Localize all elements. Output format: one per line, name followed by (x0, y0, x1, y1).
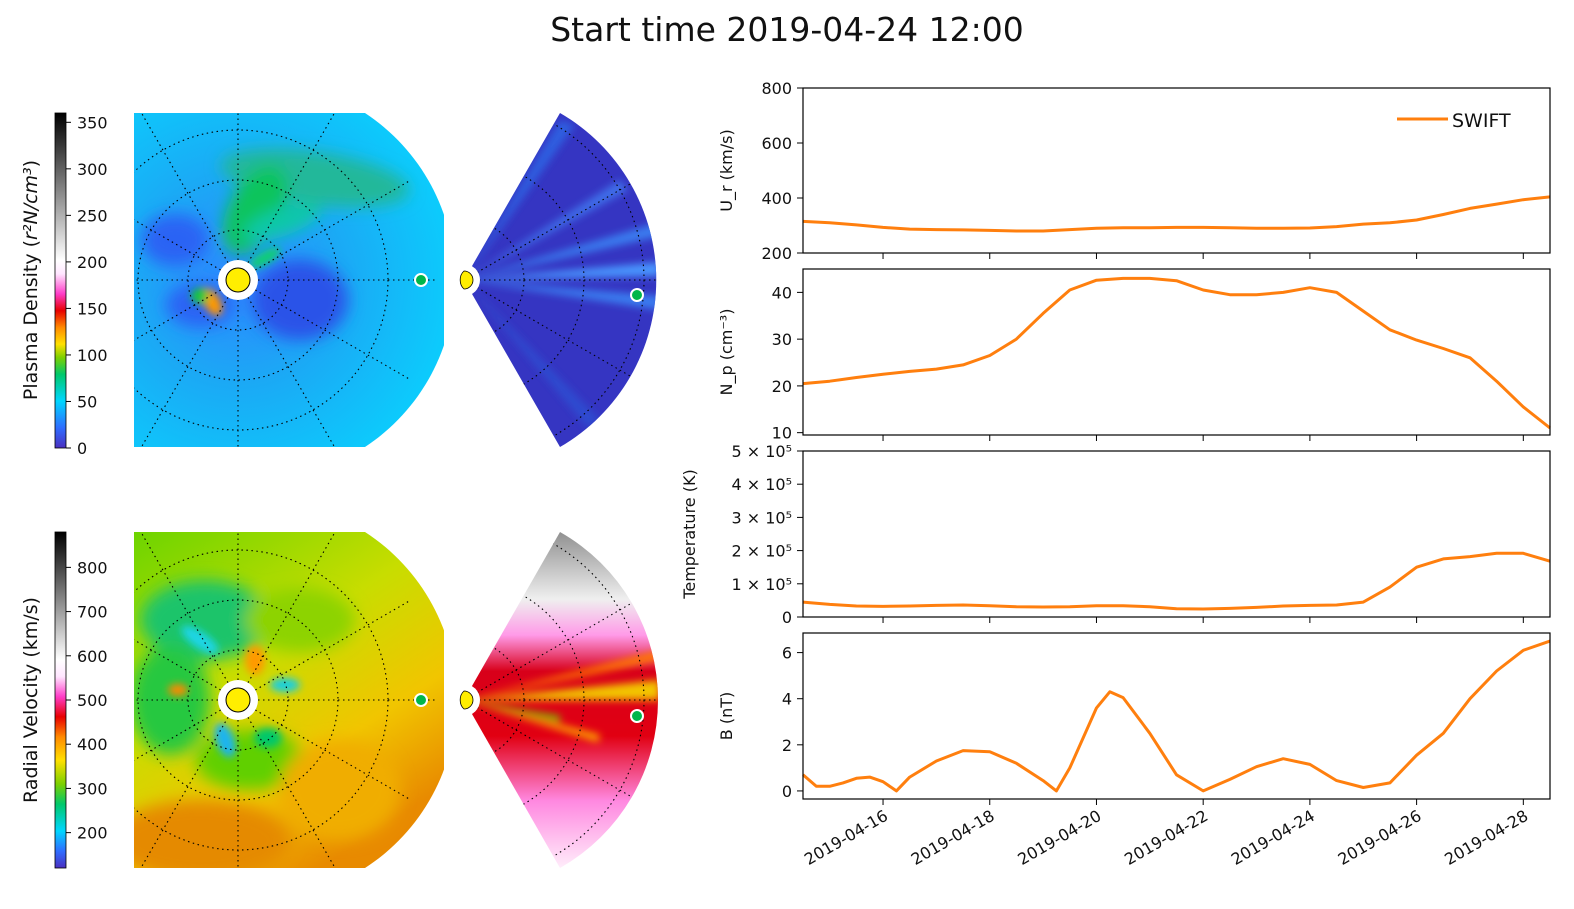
y-axis-label: B (nT) (717, 692, 736, 740)
colorbar-tick-label: 350 (77, 113, 108, 132)
series-line-swift (802, 551, 1551, 611)
x-tick-label: 2019-04-28 (1441, 806, 1531, 869)
y-axis-label: Temperature (K) (680, 469, 699, 599)
colorbar-tick-label: 300 (77, 779, 108, 798)
y-tick-label: 0 (782, 608, 792, 627)
y-tick-label: 6 (782, 644, 792, 663)
panel-frame (802, 87, 1551, 254)
series-line-swift (802, 639, 1551, 793)
x-tick-label: 2019-04-22 (1121, 806, 1211, 869)
figure-title: Start time 2019-04-24 12:00 (550, 10, 1024, 49)
y-tick-label: 1 × 10⁵ (731, 575, 792, 594)
y-tick-label: 800 (761, 79, 792, 98)
earth-marker-velocity (414, 693, 428, 707)
y-tick-label: 0 (782, 782, 792, 801)
velocity-map-grid (134, 532, 438, 868)
x-tick-label: 2019-04-24 (1228, 806, 1318, 869)
panel-np: 10 20 30 40 N_p (cm⁻³) (717, 268, 1551, 443)
y-tick-label: 2 × 10⁵ (731, 542, 792, 561)
colorbar-tick-label: 100 (77, 346, 108, 365)
x-tick-label: 2019-04-18 (908, 806, 998, 869)
y-tick-label: 5 × 10⁵ (731, 442, 792, 461)
velocity-colorbar-label: Radial Velocity (km/s) (20, 597, 42, 803)
colorbar-tick-label: 600 (77, 647, 108, 666)
velocity-colorbar-ticks: 200 300 400 500 600 700 800 (66, 558, 108, 843)
earth-marker-velocity-meridional (630, 709, 644, 723)
y-tick-label: 40 (772, 283, 792, 302)
y-tick-label: 600 (761, 134, 792, 153)
density-map-grid (134, 113, 438, 447)
panel-frame (802, 632, 1551, 800)
solar-wind-maps: 0 50 100 150 200 250 300 350 Plasma Density (r²… (20, 112, 658, 869)
x-tick-label: 2019-04-26 (1335, 806, 1425, 869)
density-colorbar-ticks: 0 50 100 150 200 250 300 350 (66, 113, 108, 458)
y-tick-label: 3 × 10⁵ (731, 508, 792, 527)
earth-marker (414, 273, 428, 287)
y-tick-label: 200 (761, 244, 792, 263)
x-tick-label: 2019-04-20 (1014, 806, 1104, 869)
colorbar-tick-label: 150 (77, 299, 108, 318)
legend-label: SWIFT (1452, 110, 1511, 132)
sun-marker-velocity-meridional (459, 690, 474, 710)
colorbar-tick-label: 200 (77, 824, 108, 843)
y-tick-label: 10 (772, 424, 792, 443)
x-tick-label: 2019-04-16 (801, 806, 891, 869)
panel-temperature: 0 1 × 10⁵ 2 × 10⁵ 3 × 10⁵ 4 × 10⁵ 5 × 10⁵ Temp… (680, 442, 1551, 627)
sun-marker-meridional (459, 270, 474, 290)
colorbar-tick-label: 700 (77, 603, 108, 622)
sun-marker (225, 267, 251, 293)
colorbar-tick-label: 800 (77, 558, 108, 577)
earth-marker-meridional (630, 288, 644, 302)
y-tick-label: 4 (782, 690, 792, 709)
velocity-meridional-grid (464, 532, 658, 868)
y-tick-label: 20 (772, 377, 792, 396)
colorbar-tick-label: 300 (77, 160, 108, 179)
density-meridional-grid (464, 113, 657, 447)
legend: SWIFT (1397, 110, 1511, 132)
colorbar-tick-label: 50 (77, 392, 97, 411)
y-tick-label: 400 (761, 189, 792, 208)
panel-frame (802, 268, 1551, 436)
series-line-swift (802, 195, 1551, 233)
y-tick-label: 4 × 10⁵ (731, 475, 792, 494)
series-line-swift (802, 276, 1551, 430)
y-axis-label: N_p (cm⁻³) (717, 309, 737, 396)
density-colorbar (54, 112, 67, 449)
panel-b: 0 2 4 6 2019-04-16 2019-04-18 2019-04-20 2019-0… (717, 632, 1551, 869)
y-axis-label: U_r (km/s) (717, 129, 737, 211)
y-tick-label: 2 (782, 736, 792, 755)
colorbar-tick-label: 400 (77, 735, 108, 754)
colorbar-tick-label: 0 (77, 439, 87, 458)
y-tick-label: 30 (772, 330, 792, 349)
panel-ur: 200 400 600 800 U_r (km/s) SWIFT (717, 79, 1551, 263)
density-colorbar-label: Plasma Density (r²N/cm³) (20, 160, 42, 400)
sun-marker-velocity (225, 687, 251, 713)
colorbar-tick-label: 200 (77, 253, 108, 272)
colorbar-tick-label: 500 (77, 691, 108, 710)
panel-frame (802, 450, 1551, 618)
colorbar-tick-label: 250 (77, 206, 108, 225)
